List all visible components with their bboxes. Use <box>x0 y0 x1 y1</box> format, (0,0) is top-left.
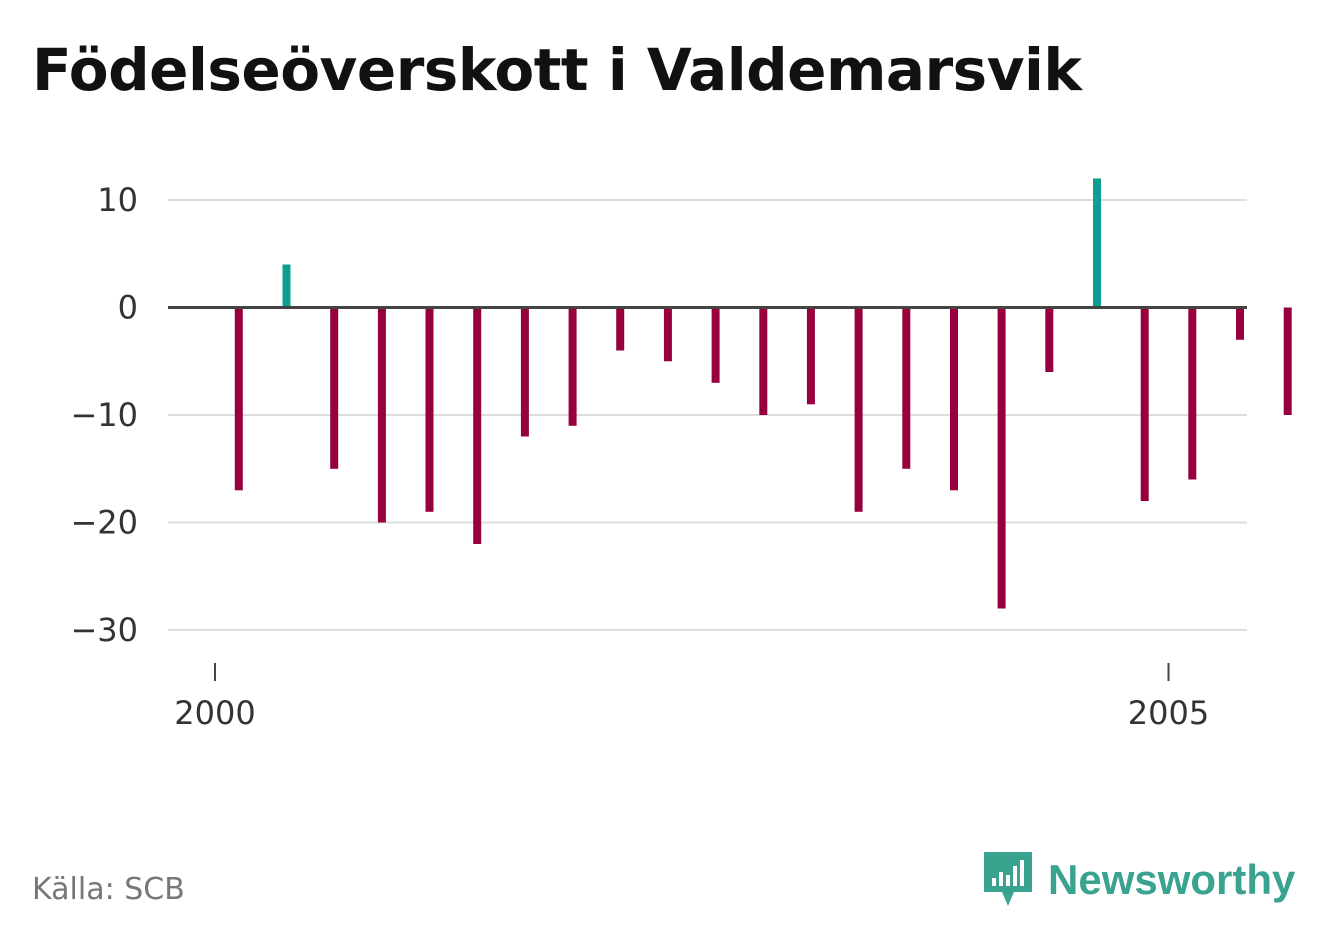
y-tick-label: −10 <box>70 396 138 434</box>
bar-negative <box>950 307 958 491</box>
bar-negative <box>616 307 625 351</box>
bar-negative <box>1188 307 1197 480</box>
bar-negative <box>1140 307 1149 501</box>
bar-negative <box>1283 307 1292 415</box>
bar-negative <box>997 307 1006 609</box>
newsworthy-logo-icon <box>984 852 1032 906</box>
bar-negative <box>759 307 768 415</box>
bar-negative <box>425 307 434 512</box>
bar-negative <box>854 307 863 512</box>
bar-negative <box>902 307 911 469</box>
source-note: Källa: SCB <box>32 872 185 907</box>
brand-name: Newsworthy <box>1048 856 1296 903</box>
bar-negative <box>663 307 672 362</box>
y-tick-label: −20 <box>70 504 138 542</box>
bar-series <box>234 178 1292 609</box>
bar-negative <box>520 307 529 437</box>
bar-negative <box>1045 307 1054 372</box>
bar-positive <box>282 264 291 308</box>
y-tick-label: 0 <box>118 289 138 327</box>
x-tick-label: 2000 <box>174 694 255 732</box>
bar-negative <box>377 307 386 523</box>
bar-negative <box>330 307 339 469</box>
bar-negative <box>711 307 720 383</box>
gridlines <box>168 199 1247 631</box>
axes: 100−10−20−30200020052010201520202025 <box>70 181 1247 732</box>
bar-positive <box>1093 178 1101 308</box>
bar-negative <box>806 307 815 405</box>
bar-negative <box>1236 307 1244 340</box>
brand-logo[interactable]: Newsworthy <box>980 848 1295 912</box>
y-tick-label: 10 <box>97 181 138 219</box>
chart-title: Födelseöverskott i Valdemarsvik <box>32 36 1082 104</box>
x-tick-label: 2005 <box>1128 694 1209 732</box>
bar-negative <box>234 307 243 491</box>
bar-negative <box>473 307 482 544</box>
y-tick-label: −30 <box>70 611 138 649</box>
bar-negative <box>568 307 577 426</box>
